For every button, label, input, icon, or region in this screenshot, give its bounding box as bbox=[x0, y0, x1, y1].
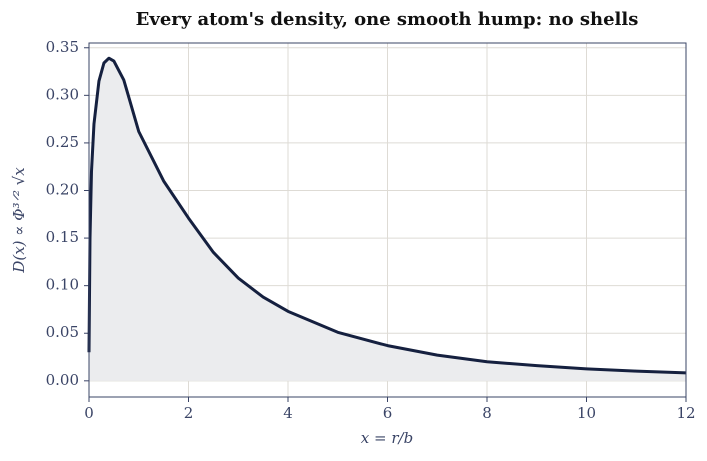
plot-frame bbox=[88, 42, 687, 398]
area-fill bbox=[89, 58, 686, 381]
x-tick-label: 4 bbox=[283, 404, 293, 422]
x-tick-label: 2 bbox=[184, 404, 194, 422]
y-tick-label: 0.00 bbox=[46, 371, 79, 389]
y-tick-label: 0.30 bbox=[46, 85, 79, 103]
x-tick-label: 10 bbox=[577, 404, 596, 422]
y-axis-label: D(x) ∝ Φ³ᐟ² √x bbox=[10, 167, 28, 274]
x-tick-label: 12 bbox=[676, 404, 695, 422]
y-tick-label: 0.15 bbox=[46, 228, 79, 246]
x-tick-label: 8 bbox=[482, 404, 492, 422]
plot-area: 0.00 0.05 0.10 0.15 0.20 0.25 0.30 0.35 0 2 4 6 8 10 1… bbox=[46, 38, 696, 422]
x-tick-label: 0 bbox=[84, 404, 94, 422]
density-line bbox=[87, 56, 687, 375]
y-tick-label: 0.10 bbox=[46, 276, 79, 294]
x-tick-label: 6 bbox=[383, 404, 393, 422]
y-tick-label: 0.05 bbox=[46, 323, 79, 341]
y-tick-label: 0.25 bbox=[46, 133, 79, 151]
y-tick-label: 0.35 bbox=[46, 38, 79, 56]
y-tick-label: 0.20 bbox=[46, 181, 79, 199]
chart-title: Every atom's density, one smooth hump: n… bbox=[136, 9, 639, 30]
x-axis-label: x = r/b bbox=[361, 429, 413, 447]
